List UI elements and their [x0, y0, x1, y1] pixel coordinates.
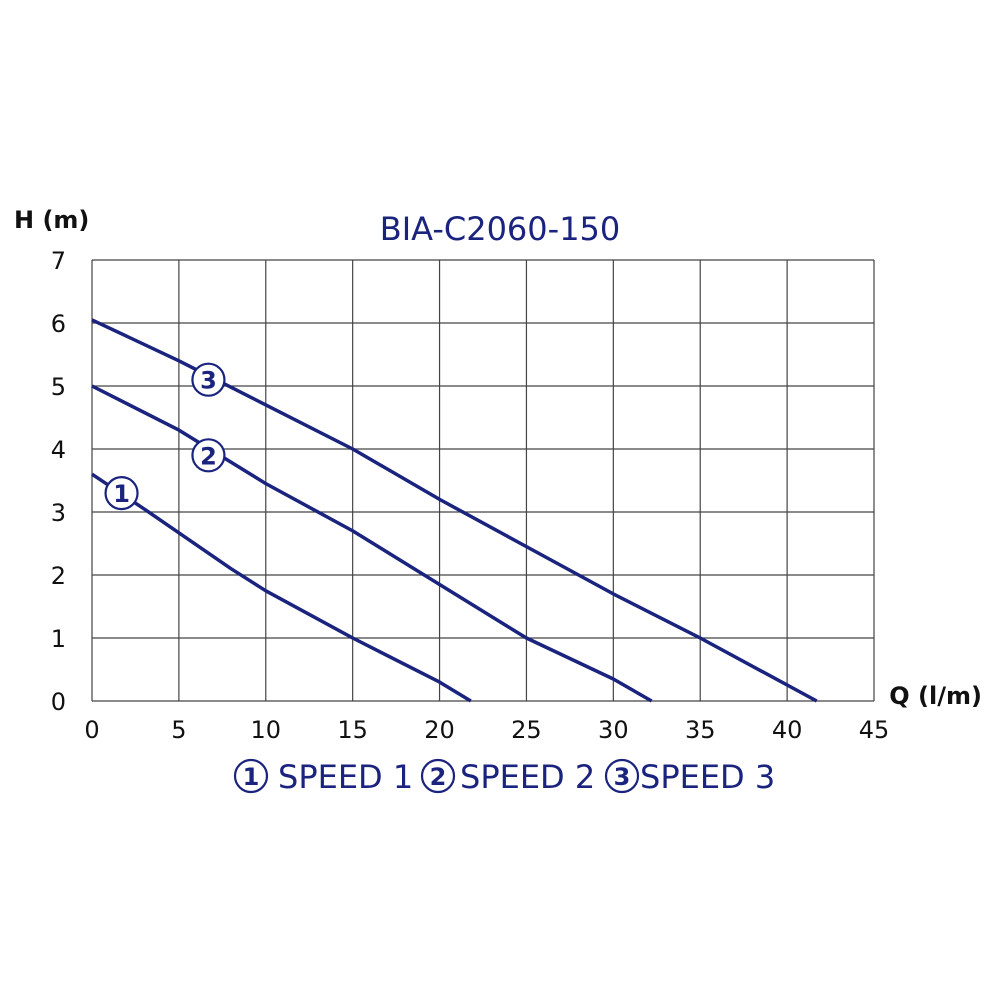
series-markers: 1 2 3 [104, 362, 226, 511]
y-tick-label: 0 [51, 688, 66, 716]
y-tick-label: 7 [51, 247, 66, 275]
x-tick-label: 0 [84, 716, 99, 744]
y-tick-label: 5 [51, 373, 66, 401]
x-tick-label: 40 [772, 716, 803, 744]
legend: 1 SPEED 1 2 SPEED 2 3 SPEED 3 [233, 758, 775, 796]
legend-marker-circle [420, 758, 456, 794]
marker-circle [104, 476, 139, 511]
legend-marker-number: 1 [243, 763, 260, 791]
marker-circle [191, 362, 226, 397]
marker-number: 3 [200, 367, 217, 395]
marker-circle [191, 438, 226, 473]
series-line-2 [91, 384, 653, 703]
x-axis-label: Q (l/m) [889, 682, 982, 710]
x-tick-label: 15 [337, 716, 368, 744]
y-tick-label: 2 [51, 562, 66, 590]
x-tick-label: 30 [598, 716, 629, 744]
legend-label: SPEED 2 [460, 758, 595, 796]
y-tick-label: 1 [51, 625, 66, 653]
legend-marker-circle [233, 758, 269, 794]
legend-item-1: 1 SPEED 1 [233, 758, 413, 796]
series-marker-2: 2 [191, 438, 226, 473]
legend-item-3: 3 SPEED 3 [604, 758, 775, 796]
y-tick-label: 4 [51, 436, 66, 464]
grid [91, 259, 875, 702]
legend-label: SPEED 1 [278, 758, 413, 796]
legend-marker-circle [604, 758, 640, 794]
marker-number: 2 [200, 442, 217, 470]
y-axis-label: H (m) [14, 206, 89, 234]
y-tick-label: 6 [51, 310, 66, 338]
x-tick-label: 5 [171, 716, 186, 744]
legend-marker-number: 3 [614, 763, 631, 791]
legend-label: SPEED 3 [640, 758, 775, 796]
marker-number: 1 [113, 480, 130, 508]
legend-marker-number: 2 [430, 763, 447, 791]
series-marker-1: 1 [104, 476, 139, 511]
x-tick-label: 25 [511, 716, 542, 744]
series-marker-3: 3 [191, 362, 226, 397]
x-tick-label: 10 [251, 716, 282, 744]
y-tick-label: 3 [51, 499, 66, 527]
legend-item-2: 2 SPEED 2 [420, 758, 595, 796]
x-tick-labels: 0 5 10 15 20 25 30 35 40 45 [84, 716, 889, 744]
y-tick-labels: 0 1 2 3 4 5 6 7 [51, 247, 66, 716]
x-tick-label: 35 [685, 716, 716, 744]
chart-title: BIA-C2060-150 [380, 210, 621, 248]
x-tick-label: 20 [424, 716, 455, 744]
x-tick-label: 45 [859, 716, 890, 744]
series-line-1 [91, 472, 472, 703]
